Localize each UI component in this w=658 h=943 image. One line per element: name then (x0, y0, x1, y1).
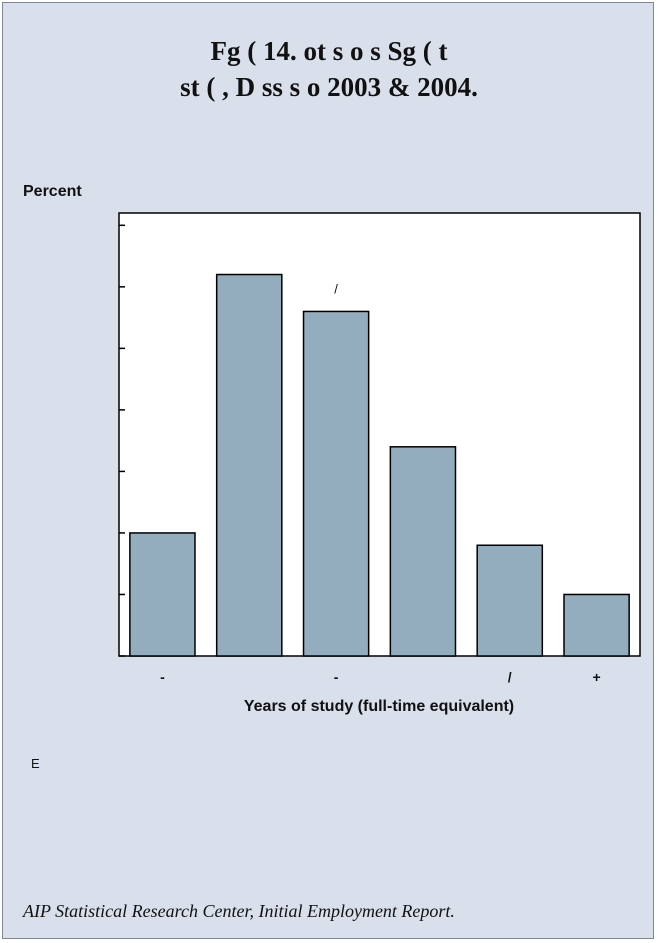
y-axis-label: Percent (23, 183, 82, 200)
bar-0 (129, 532, 196, 657)
source-citation: AIP Statistical Research Center, Initial… (23, 901, 455, 921)
chart-note: E (31, 756, 40, 771)
bar-1 (215, 273, 283, 657)
x-tick-label-4: / (508, 669, 512, 685)
bars-group (129, 273, 630, 657)
x-tick-label-5: + (592, 669, 600, 685)
y-ticks-group (119, 224, 125, 657)
bar-2 (302, 310, 370, 657)
plot-area (118, 212, 641, 657)
chart-title-line-2: st ( , D ss s o 2003 & 2004. (180, 72, 478, 102)
bar-chart: - - / + / (118, 212, 641, 685)
data-labels-group: / (334, 281, 338, 296)
x-tick-labels-group: - - / + (160, 669, 601, 685)
bar-3 (389, 446, 457, 657)
x-axis-label: Years of study (full-time equivalent) (243, 698, 515, 715)
chart-title: Fg ( 14. ot s o s Sg ( t st ( , D ss s o… (3, 33, 655, 105)
chart-title-line-1: Fg ( 14. ot s o s Sg ( t (210, 36, 448, 66)
x-tick-label-2: - (334, 669, 339, 685)
data-label-2: / (334, 281, 338, 296)
bar-5 (563, 593, 630, 657)
x-tick-label-0: - (160, 669, 165, 685)
bar-4 (476, 544, 544, 657)
